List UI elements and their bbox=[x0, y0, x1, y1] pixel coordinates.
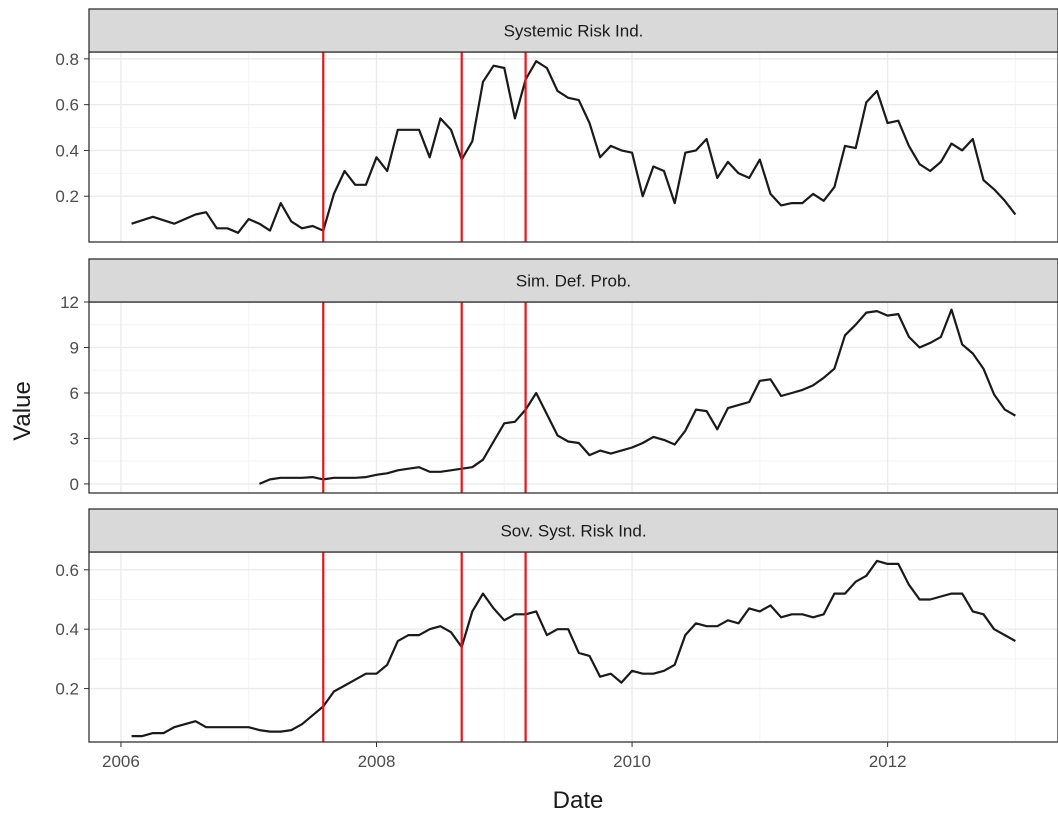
y-tick-label: 0.4 bbox=[55, 141, 79, 160]
x-tick-label: 2006 bbox=[102, 752, 140, 771]
y-tick-label: 0 bbox=[70, 475, 79, 494]
panel-background bbox=[89, 302, 1058, 493]
y-tick-label: 0.2 bbox=[55, 680, 79, 699]
facet-title: Systemic Risk Ind. bbox=[504, 22, 644, 41]
x-tick-label: 2010 bbox=[613, 752, 651, 771]
facet-strip bbox=[88, 8, 1058, 53]
y-tick-label: 0.8 bbox=[55, 50, 79, 69]
panel-2: 0 3 6 9 12 Sim. Def. Prob. bbox=[60, 258, 1058, 494]
facet-strip bbox=[88, 258, 1058, 303]
panel-3: 0.2 0.4 0.6 Sov. Syst. Risk Ind. bbox=[55, 508, 1058, 743]
panel-1: 0.2 0.4 0.6 0.8 Systemic Risk Ind. bbox=[55, 8, 1058, 243]
facet-title: Sim. Def. Prob. bbox=[516, 272, 631, 291]
y-tick-label: 0.2 bbox=[55, 187, 79, 206]
x-axis-title: Date bbox=[553, 787, 604, 814]
series-line bbox=[258, 308, 1016, 485]
y-tick-label: 6 bbox=[70, 384, 79, 403]
y-tick-label: 9 bbox=[70, 338, 79, 357]
y-axis-title: Value bbox=[9, 381, 36, 441]
y-tick-label: 0.6 bbox=[55, 561, 79, 580]
y-tick-label: 3 bbox=[70, 429, 79, 448]
y-tick-label: 12 bbox=[60, 293, 79, 312]
panel-background bbox=[89, 552, 1058, 742]
y-tick-label: 0.4 bbox=[55, 620, 79, 639]
y-tick-label: 0.6 bbox=[55, 96, 79, 115]
x-tick-label: 2008 bbox=[358, 752, 396, 771]
facet-strip bbox=[88, 508, 1058, 553]
series-line bbox=[131, 60, 1017, 234]
panel-background bbox=[89, 52, 1058, 242]
x-tick-label: 2012 bbox=[869, 752, 907, 771]
x-axis: 2006 2008 2010 2012 bbox=[102, 742, 907, 771]
series-line bbox=[131, 559, 1016, 738]
panels-layer: 0.2 0.4 0.6 0.8 Systemic Risk Ind. 0 3 6 9 12 Sim.… bbox=[55, 8, 1058, 743]
facet-title: Sov. Syst. Risk Ind. bbox=[500, 522, 646, 541]
